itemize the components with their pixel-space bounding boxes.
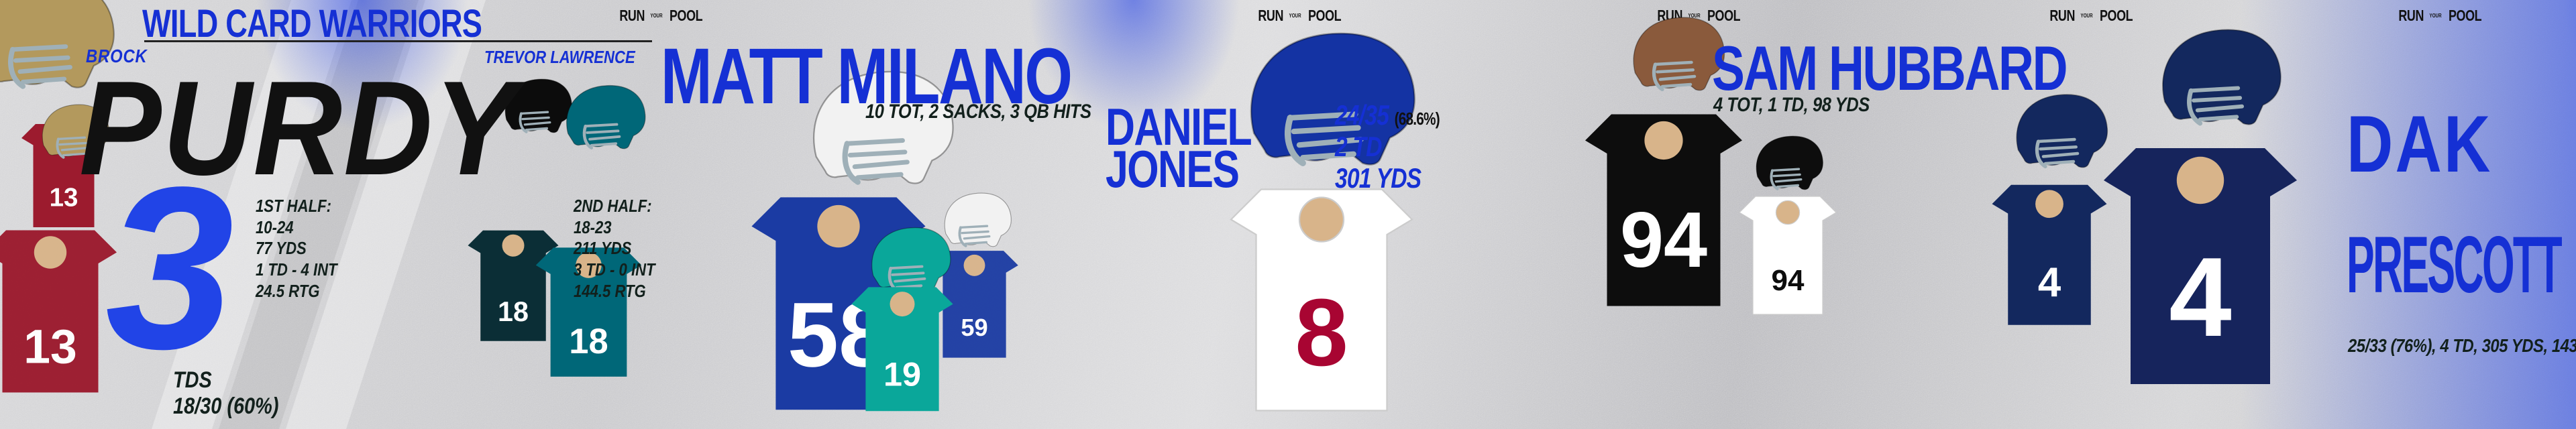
svg-text:94: 94 — [1772, 264, 1805, 297]
svg-text:94: 94 — [1620, 196, 1707, 284]
svg-text:4: 4 — [2038, 259, 2061, 306]
svg-text:13: 13 — [50, 184, 78, 212]
svg-text:18: 18 — [569, 322, 608, 361]
svg-text:13: 13 — [23, 320, 77, 374]
svg-text:19: 19 — [883, 355, 921, 393]
svg-text:4: 4 — [2169, 234, 2231, 360]
svg-text:8: 8 — [1295, 280, 1348, 386]
svg-text:18: 18 — [498, 296, 529, 327]
svg-text:59: 59 — [961, 314, 987, 341]
